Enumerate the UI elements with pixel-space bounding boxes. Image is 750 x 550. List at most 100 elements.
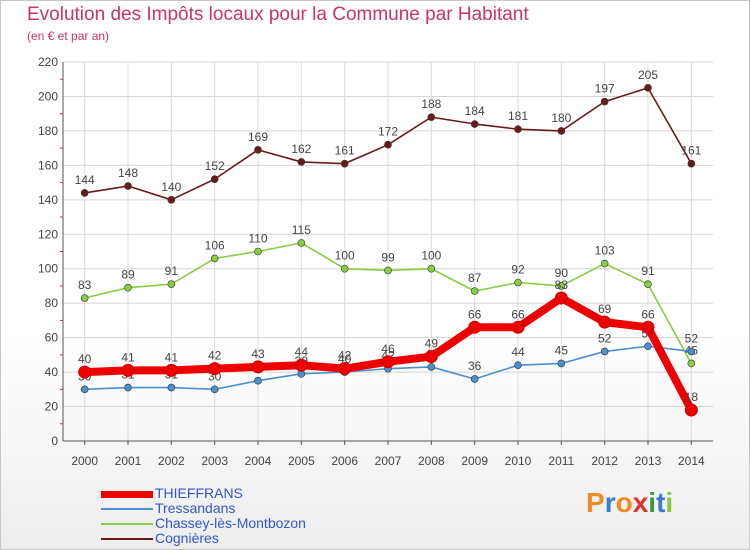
- legend-swatch: [101, 538, 153, 540]
- data-label: 188: [421, 97, 441, 111]
- y-tick-label: 160: [38, 158, 58, 172]
- x-tick-label: 2007: [375, 454, 402, 468]
- data-point: [124, 283, 132, 292]
- data-point: [254, 146, 262, 154]
- data-point: [427, 113, 436, 121]
- data-label: 40: [338, 352, 352, 366]
- data-point: [684, 403, 698, 417]
- x-tick-label: 2014: [678, 454, 705, 468]
- data-point: [297, 239, 306, 247]
- data-point: [167, 383, 176, 392]
- y-tick-label: 40: [45, 365, 59, 379]
- data-point: [511, 320, 525, 334]
- data-label: 162: [291, 142, 311, 156]
- data-label: 83: [78, 278, 92, 292]
- data-label: 181: [508, 109, 528, 123]
- y-tick-label: 120: [38, 227, 58, 241]
- data-label: 197: [595, 82, 615, 96]
- data-label: 66: [511, 307, 525, 321]
- y-tick-label: 100: [38, 262, 58, 276]
- data-label: 44: [295, 345, 309, 359]
- data-point: [254, 247, 262, 256]
- x-tick-label: 2008: [418, 454, 445, 468]
- data-point: [470, 375, 479, 383]
- y-tick-label: 60: [45, 331, 59, 345]
- data-label: 90: [555, 266, 569, 280]
- data-label: 45: [555, 343, 569, 357]
- data-label: 92: [511, 263, 525, 277]
- data-point: [687, 347, 696, 356]
- y-tick-label: 20: [45, 400, 59, 414]
- data-point: [644, 342, 652, 351]
- data-point: [210, 175, 219, 183]
- data-point: [251, 360, 265, 374]
- data-point: [208, 362, 222, 376]
- x-tick-label: 2005: [288, 454, 315, 468]
- data-label: 36: [468, 359, 482, 373]
- data-label: 87: [468, 271, 482, 285]
- data-label: 46: [381, 342, 395, 356]
- data-point: [340, 159, 349, 168]
- data-label: 161: [681, 144, 701, 158]
- data-label: 42: [338, 349, 352, 363]
- data-label: 66: [641, 307, 655, 321]
- data-label: 100: [335, 249, 355, 263]
- data-point: [210, 254, 219, 263]
- data-label: 180: [551, 111, 571, 125]
- data-point: [294, 358, 308, 372]
- legend-swatch: [101, 523, 153, 525]
- data-point: [557, 127, 566, 135]
- logo-letter: i: [648, 487, 657, 518]
- data-label: 41: [121, 350, 135, 364]
- data-point: [514, 125, 522, 133]
- x-tick-label: 2010: [505, 454, 532, 468]
- data-label: 148: [118, 166, 138, 180]
- data-point: [121, 363, 135, 377]
- y-tick-label: 180: [38, 124, 58, 138]
- data-label: 115: [292, 223, 311, 237]
- data-point: [514, 278, 522, 287]
- data-point: [254, 376, 262, 385]
- data-label: 66: [468, 307, 482, 321]
- data-label: 91: [165, 264, 179, 278]
- y-tick-label: 220: [38, 55, 58, 69]
- data-label: 42: [208, 349, 222, 363]
- data-point: [297, 158, 306, 166]
- data-point: [427, 363, 436, 371]
- data-point: [210, 385, 219, 394]
- data-label: 83: [555, 278, 569, 292]
- data-label: 52: [598, 331, 612, 345]
- data-label: 44: [511, 345, 525, 359]
- data-label: 106: [205, 238, 225, 252]
- data-point: [687, 359, 696, 368]
- data-point: [80, 294, 89, 302]
- data-point: [641, 320, 655, 334]
- data-label: 52: [685, 331, 699, 345]
- y-tick-label: 80: [45, 296, 59, 310]
- data-point: [164, 363, 178, 377]
- legend-swatch: [101, 508, 153, 510]
- data-point: [514, 361, 522, 370]
- data-label: 144: [75, 173, 95, 187]
- data-point: [80, 385, 89, 394]
- data-point: [644, 84, 652, 92]
- data-point: [424, 350, 438, 364]
- legend-label: Chassey-lès-Montbozon: [155, 515, 306, 531]
- data-label: 18: [685, 390, 699, 404]
- y-tick-label: 0: [51, 434, 58, 448]
- y-tick-label: 200: [38, 89, 58, 103]
- data-point: [470, 120, 479, 128]
- x-tick-label: 2009: [461, 454, 488, 468]
- y-tick-label: 140: [38, 193, 58, 207]
- logo-letter: x: [632, 487, 649, 518]
- data-point: [470, 287, 479, 295]
- data-label: 100: [421, 249, 441, 263]
- data-point: [600, 97, 609, 106]
- x-tick-label: 2004: [245, 454, 272, 468]
- data-label: 140: [161, 180, 181, 194]
- data-point: [384, 140, 392, 149]
- data-point: [381, 355, 395, 369]
- data-point: [554, 291, 568, 305]
- x-tick-label: 2002: [158, 454, 185, 468]
